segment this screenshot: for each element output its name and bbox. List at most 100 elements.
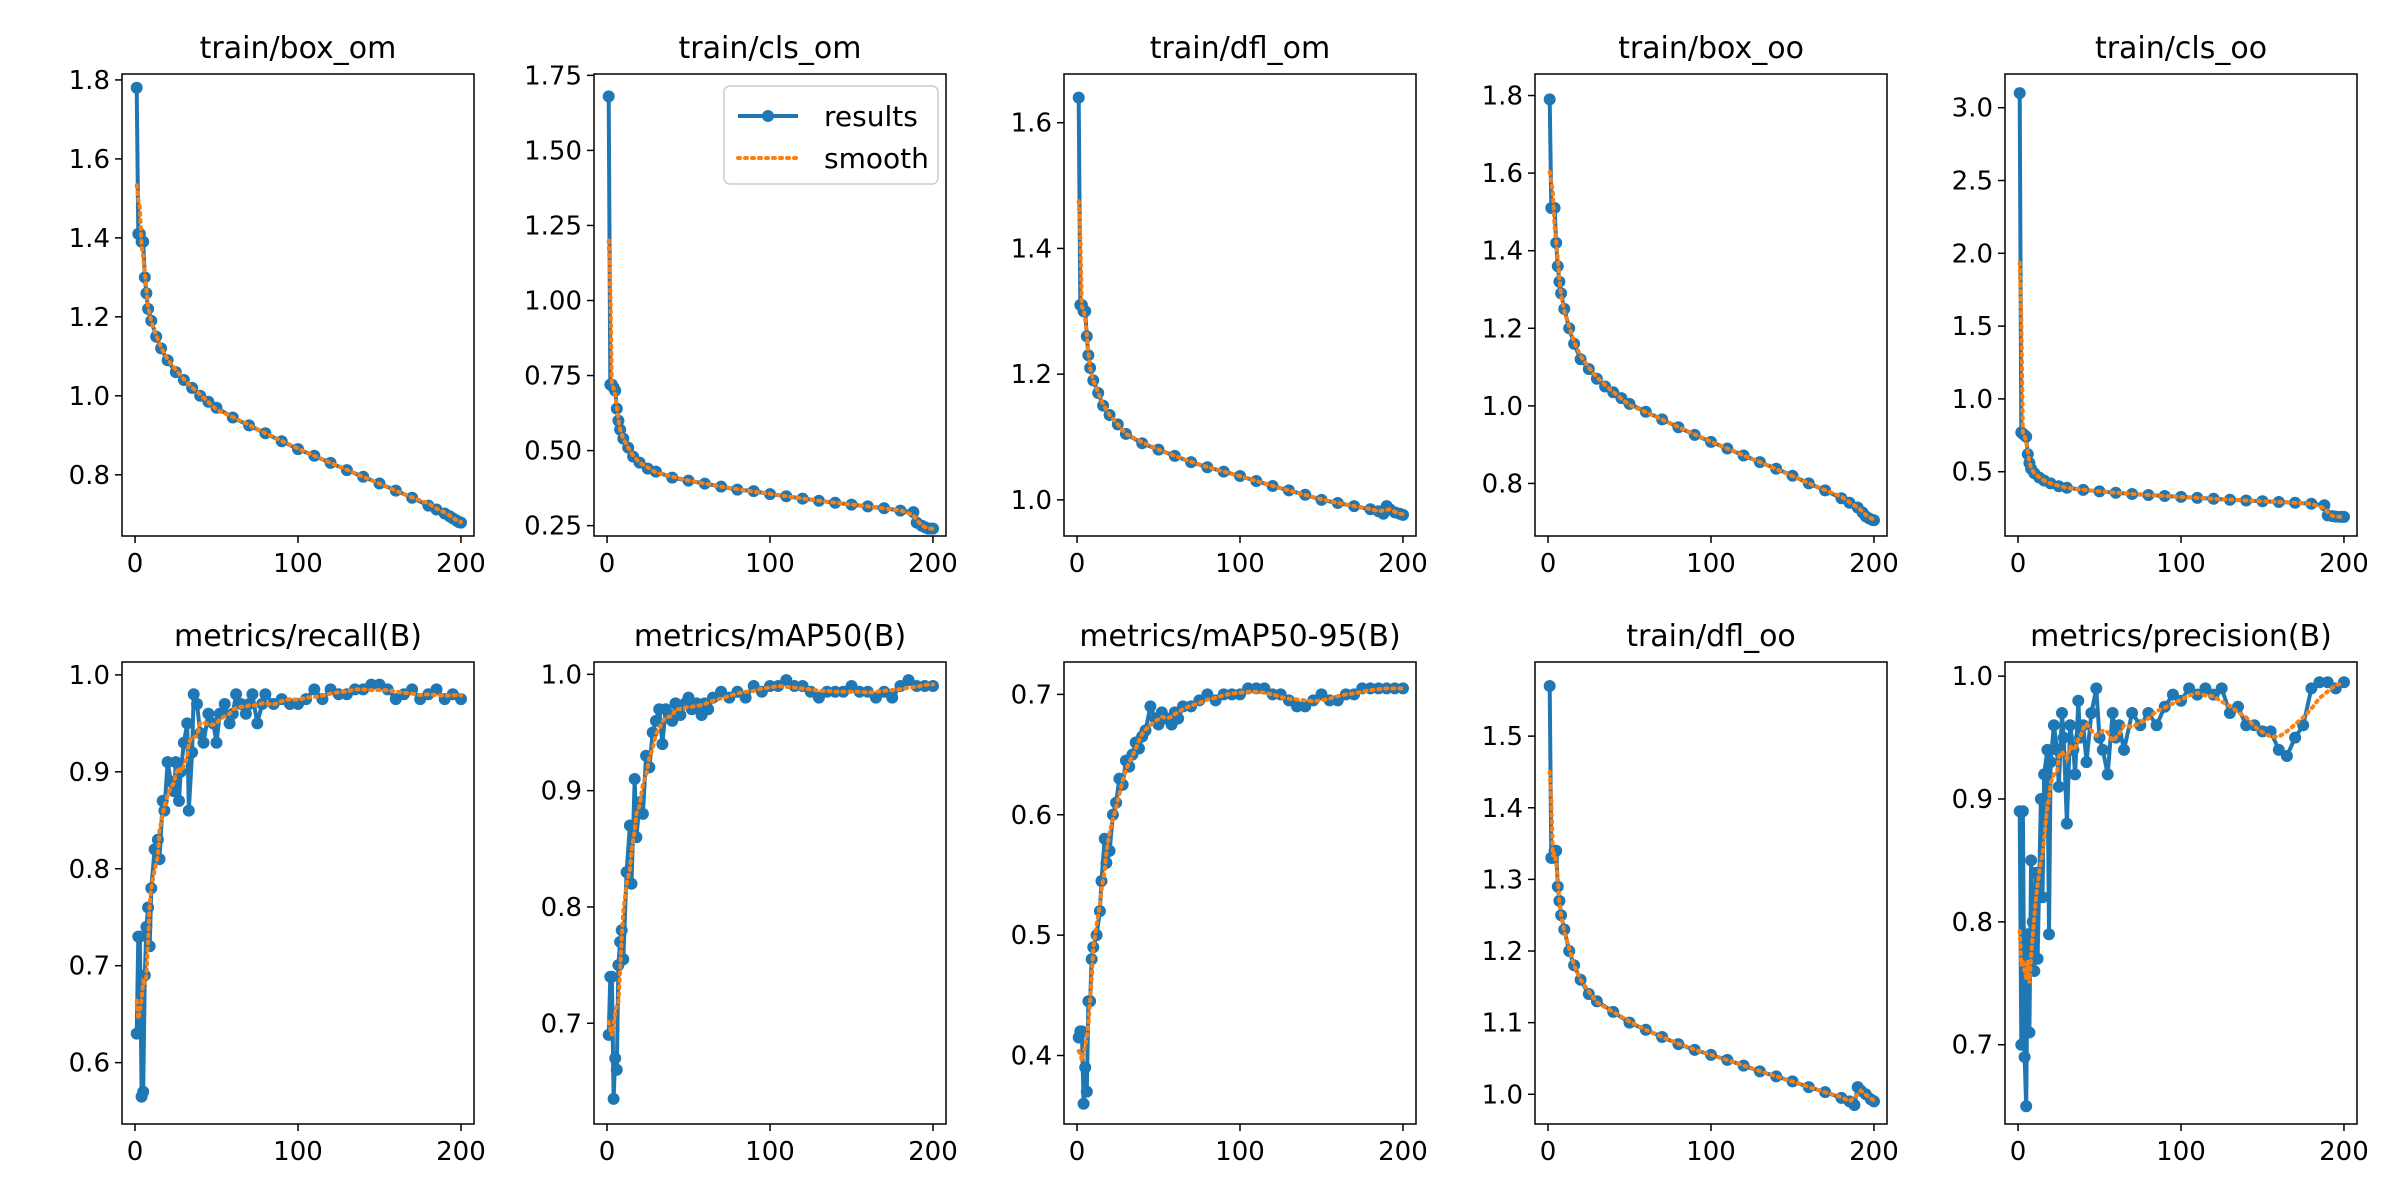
y-tick-label: 0.25 [524,512,582,542]
smooth-line [1076,199,1405,517]
x-tick-label: 100 [745,549,795,579]
results-point [2047,719,2060,732]
y-tick-label: 0.9 [69,758,110,788]
x-tick-label: 200 [1378,549,1428,579]
smooth-line [1547,769,1876,1104]
results-point [2044,756,2057,769]
y-tick-label: 0.8 [69,461,110,491]
x-tick-label: 200 [2319,1137,2369,1167]
axes-frame [2004,661,2358,1125]
results-line [1547,685,1876,1107]
y-tick-label: 2.5 [1952,167,1993,197]
results-point [2080,756,2093,769]
smooth-line [134,687,463,1020]
x-tick-label: 0 [127,1137,144,1167]
y-tick-label: 1.4 [1011,234,1052,264]
x-tick-label: 0 [127,549,144,579]
results-point [2013,87,2026,100]
y-tick-label: 0.8 [541,893,582,923]
y-tick-label: 1.0 [1952,662,1993,692]
results-line [2017,93,2344,519]
results-point [2060,817,2073,830]
y-tick-label: 1.6 [69,145,110,175]
plot-area [130,81,467,529]
x-tick-label: 0 [1540,1137,1557,1167]
results-point [2052,780,2065,793]
results-point [2077,719,2090,732]
plot-area [130,678,467,1103]
y-tick-label: 1.0 [69,661,110,691]
results-point [656,738,669,751]
y-tick-label: 0.5 [1011,921,1052,951]
results-point [251,717,264,730]
results-point [739,691,752,704]
results-point [649,714,662,727]
results-point [2034,793,2047,805]
legend-box [723,85,939,185]
results-point [607,1092,620,1105]
results-point [1250,475,1263,487]
x-tick-label: 200 [436,549,486,579]
smooth-line [1076,686,1405,1061]
y-tick-label: 0.7 [69,952,110,982]
results-point [430,683,443,696]
results-point [137,1085,150,1098]
y-tick-label: 1.0 [1482,392,1523,422]
y-tick-label: 1.25 [524,211,582,241]
results-point [169,756,182,769]
results-point [2215,682,2228,695]
x-tick-label: 100 [1215,549,1265,579]
x-tick-label: 0 [1069,549,1086,579]
subplot-title: train/box_oo [1618,31,1804,66]
results-point [173,794,185,807]
smooth-line [606,682,935,1037]
results-point [2101,768,2114,781]
x-tick-label: 0 [599,1137,616,1167]
results-point [2183,682,2196,695]
y-tick-label: 1.00 [524,286,582,316]
subplot-title: train/cls_om [679,31,862,66]
x-tick-label: 100 [273,1137,323,1167]
smooth-line [1547,169,1876,522]
results-point [2142,707,2155,719]
results-point [2207,492,2220,505]
results-point [617,953,630,966]
results-point [602,90,615,103]
results-point [2338,510,2350,523]
subplot-title: train/dfl_om [1150,31,1330,66]
results-point [2038,768,2051,781]
y-tick-label: 0.6 [69,1049,110,1079]
plot-area [602,90,939,535]
y-tick-label: 0.9 [1952,785,1993,815]
smooth-line [2017,681,2346,984]
results-point [2158,490,2171,502]
x-tick-label: 0 [2010,549,2027,579]
plot-area [1543,93,1880,527]
results-point [1543,680,1556,692]
y-tick-label: 1.2 [1482,314,1523,344]
results-point [605,970,618,983]
results-point [2150,719,2163,732]
results-point [609,1052,622,1065]
plot-area [1072,91,1409,521]
results-point [202,707,215,720]
y-tick-label: 0.8 [1952,908,1993,938]
results-point [2016,805,2029,818]
plot-area [1543,680,1880,1111]
y-tick-label: 1.4 [1482,794,1523,824]
results-point [747,485,760,498]
legend: results smooth [723,85,939,185]
results-point [218,698,231,710]
y-tick-label: 1.0 [541,660,582,690]
results-point [2199,682,2212,695]
subplot-9: 0 100 200 0.7 0.8 0.9 1.0 metrics/precision(B) [1952,619,2369,1167]
y-tick-label: 0.9 [541,777,582,807]
results-point [191,698,203,710]
y-tick-label: 0.4 [1011,1042,1052,1072]
y-tick-label: 1.8 [69,66,110,96]
subplot-title: train/cls_oo [2095,31,2267,66]
subplot-6: 0 100 200 0.7 0.8 0.9 1.0 metrics/mAP50(B) [541,619,958,1167]
results-point [2021,928,2034,941]
x-tick-label: 100 [1215,1137,1265,1167]
